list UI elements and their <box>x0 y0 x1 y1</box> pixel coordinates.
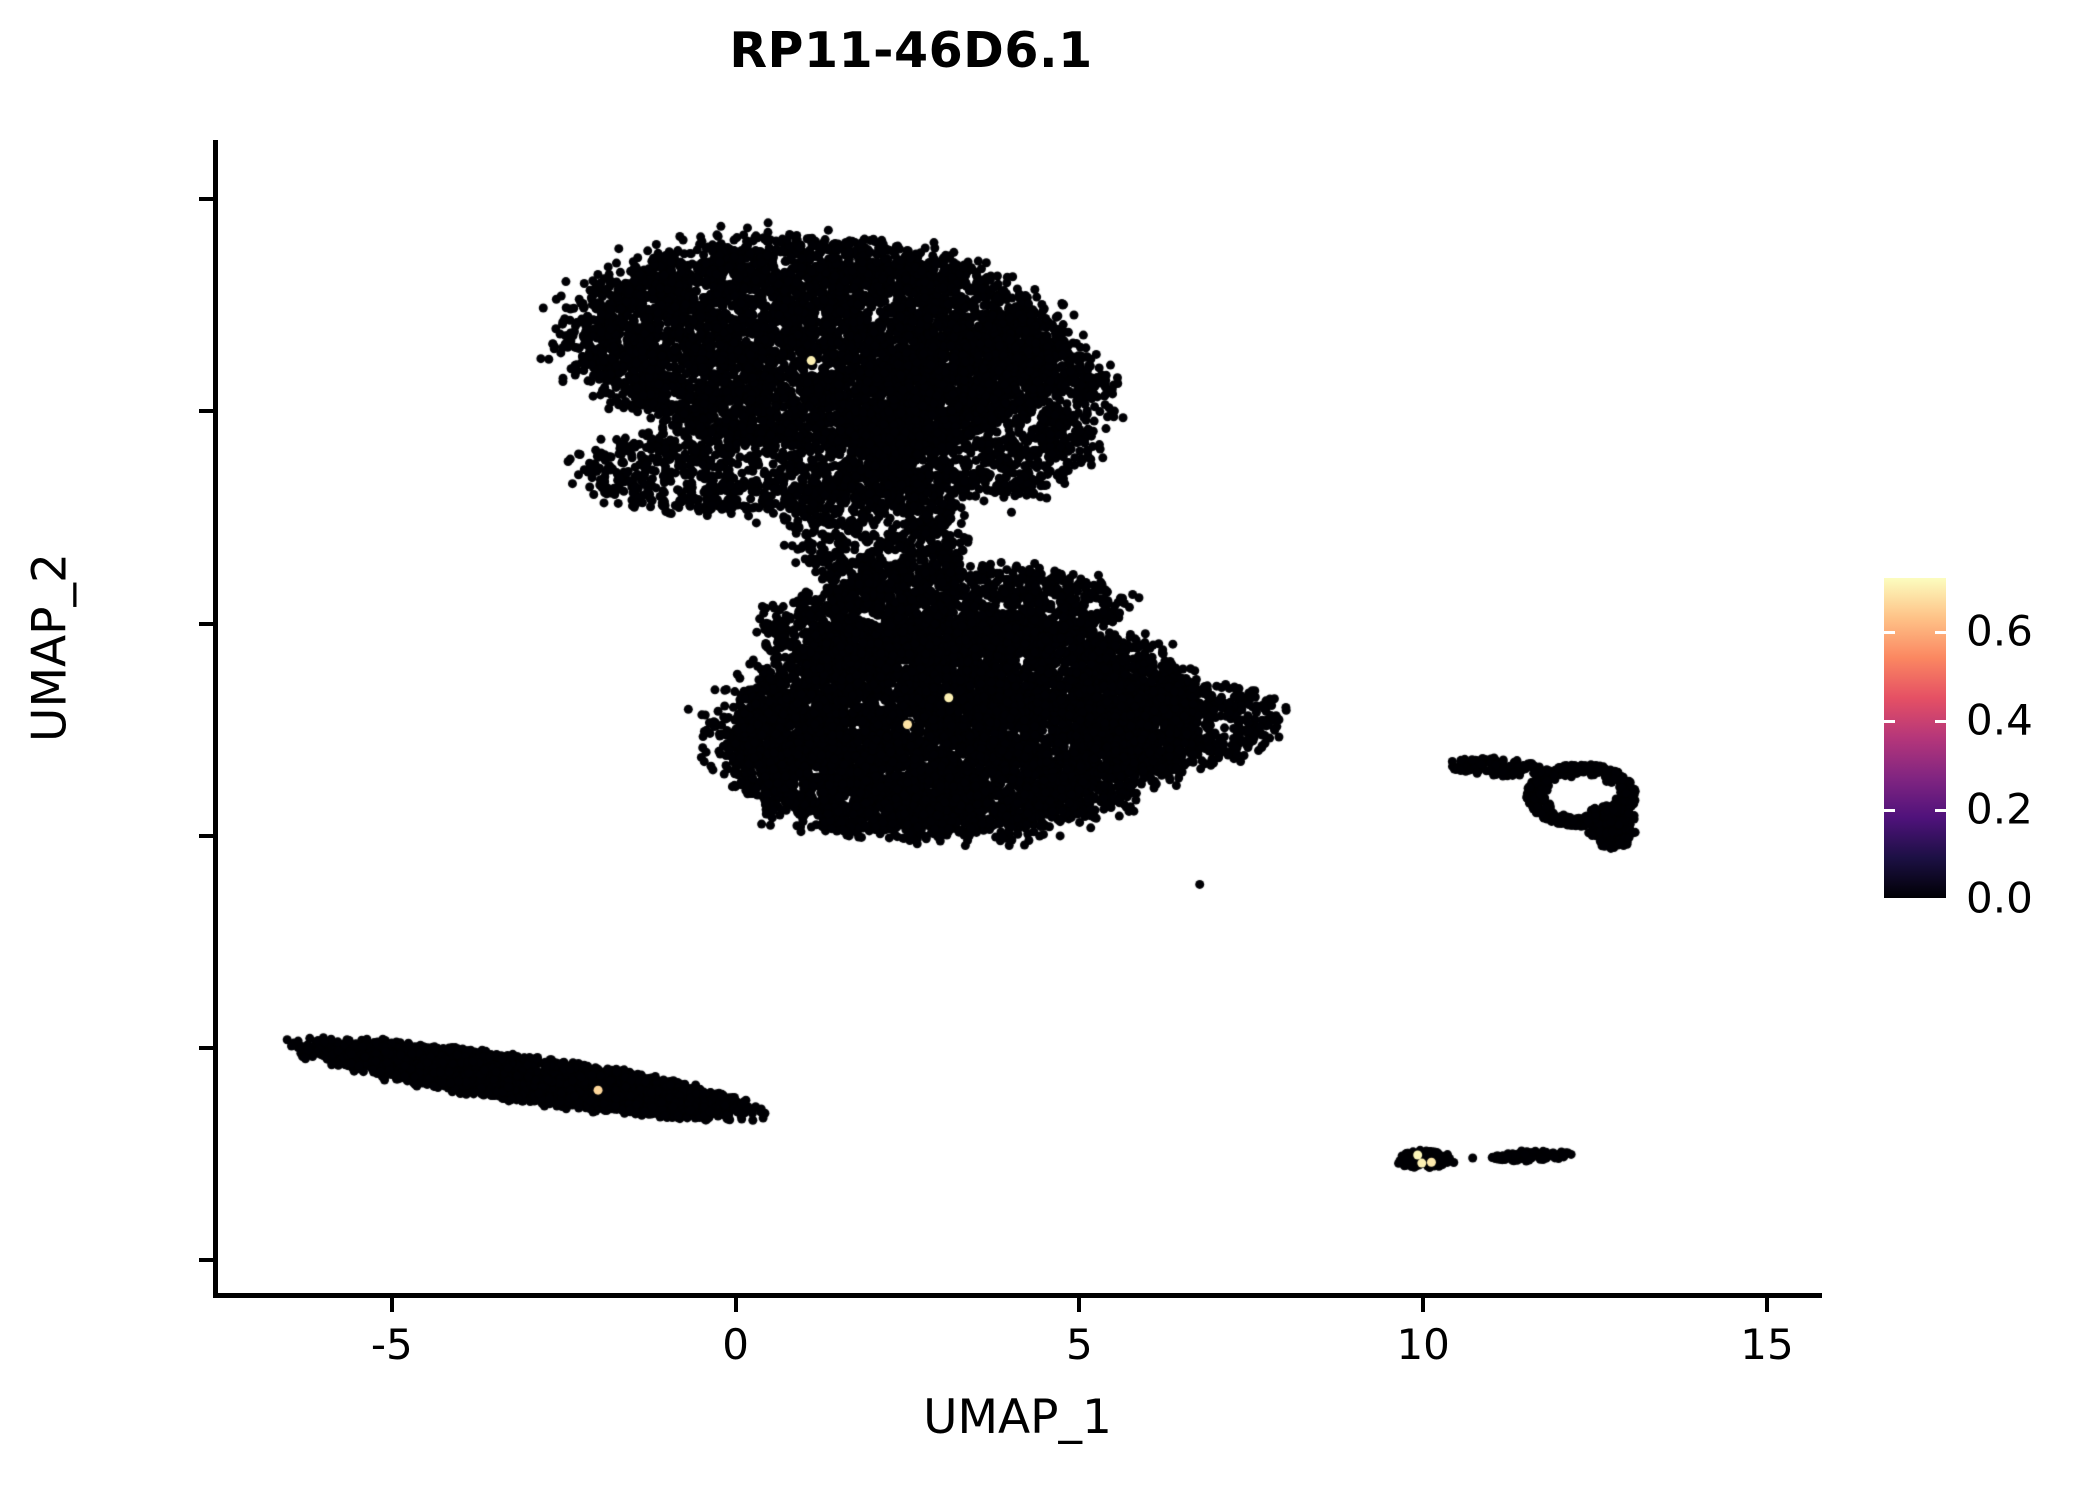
x-tick-mark <box>1764 1298 1769 1312</box>
x-tick-label: 5 <box>1066 1320 1093 1369</box>
colorbar-tick-label: 0.6 <box>1966 606 2033 656</box>
y-tick-mark <box>199 621 213 626</box>
colorbar-tick-mark <box>1884 898 1895 901</box>
colorbar-tick-mark <box>1935 631 1946 635</box>
colorbar-tick-mark <box>1935 809 1946 813</box>
x-tick-mark <box>1077 1298 1082 1312</box>
colorbar-tick-mark <box>1935 898 1946 901</box>
colorbar-tick-mark <box>1884 631 1895 635</box>
x-axis-spine <box>213 1293 1822 1298</box>
y-axis-label: UMAP_2 <box>22 553 78 742</box>
colorbar-tick-label: 0.2 <box>1966 784 2033 834</box>
x-axis-label: UMAP_1 <box>923 1390 1112 1445</box>
x-tick-label: 10 <box>1396 1320 1450 1369</box>
y-tick-mark <box>199 1045 213 1050</box>
scatter-plot-canvas <box>213 140 1822 1298</box>
x-tick-mark <box>389 1298 394 1312</box>
page-title: RP11-46D6.1 <box>729 22 1093 79</box>
y-tick-mark <box>199 833 213 838</box>
y-tick-mark <box>199 409 213 414</box>
colorbar-tick-label: 0.4 <box>1966 695 2033 745</box>
y-axis-spine <box>213 140 218 1298</box>
x-tick-mark <box>1421 1298 1426 1312</box>
x-tick-mark <box>733 1298 738 1312</box>
colorbar-tick-mark <box>1935 720 1946 724</box>
x-tick-label: -5 <box>370 1320 413 1369</box>
x-tick-label: 15 <box>1740 1320 1794 1369</box>
colorbar-tick-mark <box>1884 720 1895 724</box>
y-tick-mark <box>199 197 213 202</box>
x-tick-label: 0 <box>722 1320 749 1369</box>
colorbar-tick-mark <box>1884 809 1895 813</box>
colorbar-gradient <box>1884 578 1946 898</box>
colorbar-tick-label: 0.0 <box>1966 873 2033 923</box>
plot-axes <box>199 140 1822 1312</box>
y-tick-mark <box>199 1257 213 1262</box>
